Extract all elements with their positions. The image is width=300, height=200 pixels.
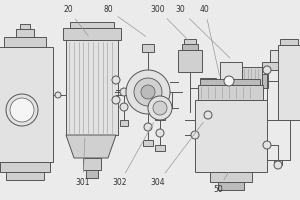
Bar: [218, 182, 244, 190]
Text: 20: 20: [63, 5, 88, 36]
Bar: [83, 158, 101, 170]
Bar: [200, 79, 260, 85]
Circle shape: [274, 161, 282, 169]
Text: 50: 50: [213, 172, 229, 194]
Bar: [0, 47, 53, 162]
Text: 300: 300: [151, 5, 188, 40]
Bar: [20, 24, 30, 29]
Bar: [220, 62, 242, 100]
Bar: [242, 67, 262, 95]
Bar: [262, 74, 268, 88]
Bar: [155, 145, 165, 151]
Bar: [63, 28, 121, 40]
Bar: [182, 44, 198, 50]
Circle shape: [112, 96, 120, 104]
Circle shape: [6, 94, 38, 126]
Circle shape: [224, 76, 234, 86]
Circle shape: [263, 141, 271, 149]
Bar: [120, 120, 128, 126]
Circle shape: [134, 78, 162, 106]
Bar: [4, 37, 46, 47]
Bar: [66, 40, 118, 135]
Text: 30: 30: [175, 5, 230, 58]
Circle shape: [156, 129, 164, 137]
Bar: [142, 44, 154, 52]
Text: 80: 80: [103, 5, 146, 36]
Circle shape: [120, 103, 128, 111]
Circle shape: [144, 123, 152, 131]
Bar: [86, 170, 98, 178]
Circle shape: [191, 131, 199, 139]
Text: 302: 302: [113, 122, 154, 187]
Text: 304: 304: [151, 122, 203, 187]
Circle shape: [112, 76, 120, 84]
Bar: [262, 62, 282, 70]
Circle shape: [141, 85, 155, 99]
Bar: [16, 29, 34, 37]
Circle shape: [263, 66, 271, 74]
Circle shape: [55, 92, 61, 98]
Bar: [155, 90, 165, 96]
Bar: [200, 78, 216, 100]
Bar: [198, 85, 263, 100]
Bar: [143, 140, 153, 146]
Bar: [195, 100, 267, 172]
Circle shape: [204, 111, 212, 119]
Bar: [155, 114, 165, 120]
Circle shape: [148, 96, 172, 120]
Bar: [184, 39, 196, 44]
Text: 301: 301: [76, 138, 90, 187]
Bar: [70, 22, 114, 28]
Bar: [274, 160, 282, 165]
Bar: [0, 162, 50, 172]
Circle shape: [126, 70, 170, 114]
Bar: [6, 172, 44, 180]
Bar: [278, 45, 300, 120]
Bar: [203, 128, 213, 134]
Bar: [278, 46, 288, 50]
Bar: [280, 39, 298, 45]
Bar: [210, 172, 252, 182]
Circle shape: [120, 88, 128, 96]
Polygon shape: [66, 135, 116, 158]
Bar: [178, 50, 202, 72]
Text: 40: 40: [200, 5, 219, 75]
Bar: [270, 50, 295, 62]
Circle shape: [153, 101, 167, 115]
Circle shape: [10, 98, 34, 122]
